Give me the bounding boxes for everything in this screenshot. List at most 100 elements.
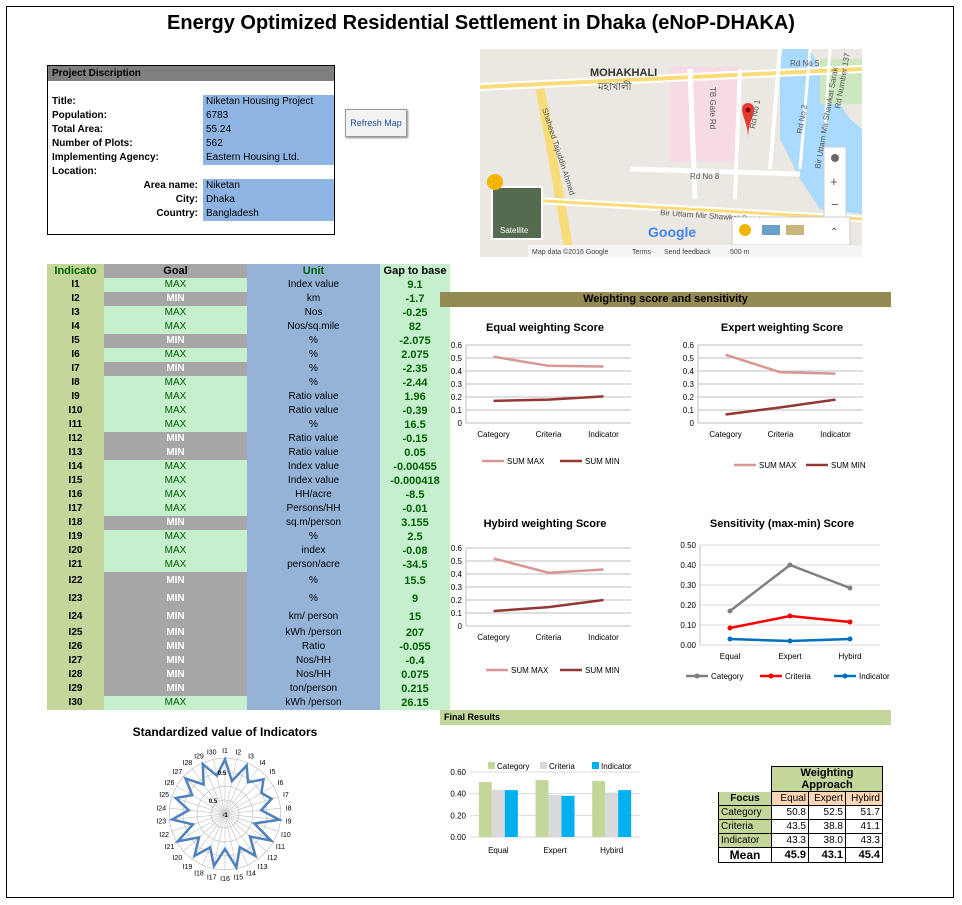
title-label: Title: (52, 96, 76, 107)
table-row: I23 MIN% 9 (47, 590, 450, 608)
table-row: I20 MAX index -0.08 (47, 544, 450, 558)
thumbnail-icon[interactable] (762, 225, 780, 235)
cell: 38.0 (808, 833, 846, 848)
mean-cell: 43.1 (808, 847, 846, 863)
y-tick-label: 0.1 (451, 406, 463, 415)
table-row: I11 MAX% 16.5 (47, 418, 450, 432)
y-tick-label: 0.6 (683, 341, 695, 350)
table-row: I17 MAX Persons/HH -0.01 (47, 502, 450, 516)
terms-link[interactable]: Terms (632, 249, 652, 256)
population-field[interactable]: 6783 (203, 109, 334, 123)
gap-cell: -34.5 (380, 558, 450, 572)
areaname-field[interactable]: Niketan (203, 179, 334, 193)
indicator-id-cell: I1 (47, 278, 104, 292)
legend-label: SUM MIN (831, 461, 866, 470)
indicator-id-cell: I21 (47, 558, 104, 572)
y-tick-label: 0.10 (680, 621, 696, 630)
unit-cell: % (247, 362, 380, 376)
google-logo: Google (648, 224, 696, 240)
radar-series (168, 756, 284, 871)
cell: 51.7 (845, 805, 883, 820)
title-field[interactable]: Niketan Housing Project (203, 95, 334, 109)
agency-field[interactable]: Eastern Housing Ltd. (203, 151, 334, 165)
zoom-out-button[interactable]: − (831, 197, 839, 212)
legend-marker (768, 673, 774, 679)
indicator-id-cell: I7 (47, 362, 104, 376)
map-pin-icon[interactable] (742, 103, 754, 139)
radar-spoke (224, 813, 279, 832)
series-line (493, 395, 604, 403)
indicator-id-cell: I8 (47, 376, 104, 390)
gap-cell: -0.25 (380, 306, 450, 320)
pegman-icon[interactable] (487, 174, 503, 190)
x-tick-label: Equal (720, 652, 741, 661)
cell: 41.1 (845, 819, 883, 834)
indicator-id-cell: I13 (47, 446, 104, 460)
indicator-id-cell: I11 (47, 418, 104, 432)
expand-icon[interactable]: ⌃ (830, 227, 838, 238)
goal-cell: MIN (104, 362, 247, 376)
cell: 43.3 (771, 833, 809, 848)
map-area-label: MOHAKHALI (590, 67, 657, 79)
thumbnail-icon[interactable] (786, 225, 804, 235)
final-results-table: Weighting Approach Focus Equal Expert Hy… (718, 766, 883, 863)
table-row: I2 MIN km -1.7 (47, 292, 450, 306)
table-row: I1 MAX Index value 9.1 (47, 278, 450, 292)
series-line (493, 598, 604, 613)
y-tick-label: 0.30 (680, 581, 696, 590)
radar-axis-label: I17 (207, 875, 217, 882)
y-tick-label: 0.4 (451, 367, 463, 376)
radar-tick-label: 0.5 (218, 771, 227, 777)
satellite-toggle[interactable] (491, 186, 543, 240)
expert-weighting-chart: 0 0.1 0.2 0.3 0.4 0.5 0.6 Category Criteria Indic… (683, 341, 866, 470)
map-data-credit: Map data ©2016 Google (532, 248, 608, 256)
plots-field[interactable]: 562 (203, 137, 334, 151)
legend-label: Criteria (549, 762, 575, 771)
series-line (493, 557, 604, 574)
legend-label: SUM MAX (507, 457, 545, 466)
bar (618, 790, 632, 837)
goal-cell: MIN (104, 292, 247, 306)
indicator-id-cell: I14 (47, 460, 104, 474)
radar-spoke (224, 813, 274, 843)
indicator-id-cell: I6 (47, 348, 104, 362)
goal-cell: MAX (104, 418, 247, 432)
final-results-header: Final Results (440, 710, 891, 725)
zoom-in-button[interactable]: + (830, 174, 838, 189)
agency-label: Implementing Agency: (52, 152, 159, 163)
my-location-icon[interactable] (831, 154, 839, 162)
gap-cell: -0.000418 (380, 474, 450, 488)
city-field[interactable]: Dhaka (203, 193, 334, 207)
y-tick-label: 0.6 (451, 341, 463, 350)
street-view-icon[interactable] (739, 224, 751, 236)
radar-spoke (169, 813, 226, 821)
map-view[interactable]: MOHAKHALI মহাখালী Rd No 5 Rd No 8 Bir Ut… (480, 49, 862, 257)
country-field[interactable]: Bangladesh (203, 207, 334, 221)
send-feedback-link[interactable]: Send feedback (664, 249, 711, 256)
unit-cell: % (247, 530, 380, 544)
radar-spoke (224, 813, 281, 821)
y-tick-label: 0.5 (451, 354, 463, 363)
radar-spoke (224, 813, 259, 860)
goal-cell: MAX (104, 390, 247, 404)
table-row: I28 MIN Nos/HH 0.075 (47, 668, 450, 682)
goal-cell: MAX (104, 278, 247, 292)
goal-cell: MIN (104, 608, 247, 626)
x-tick-label: Hybird (838, 652, 861, 661)
location-label: Location: (52, 166, 97, 177)
unit-cell: Nos/HH (247, 654, 380, 668)
legend-label: Indicator (859, 672, 890, 681)
refresh-map-button[interactable]: Refresh Map (345, 109, 407, 137)
unit-cell: km/ person (247, 608, 380, 626)
data-point (847, 619, 853, 625)
radar-tick-label: 0.5 (209, 799, 218, 805)
x-tick-label: Criteria (536, 430, 562, 439)
radar-spoke (224, 785, 274, 815)
mean-cell: 45.9 (771, 847, 809, 863)
unit-cell: % (247, 348, 380, 362)
bar (535, 780, 549, 837)
area-field[interactable]: 55.24 (203, 123, 334, 137)
map-scale: 500 m (730, 249, 750, 256)
unit-cell: % (247, 334, 380, 348)
data-point (847, 636, 853, 642)
